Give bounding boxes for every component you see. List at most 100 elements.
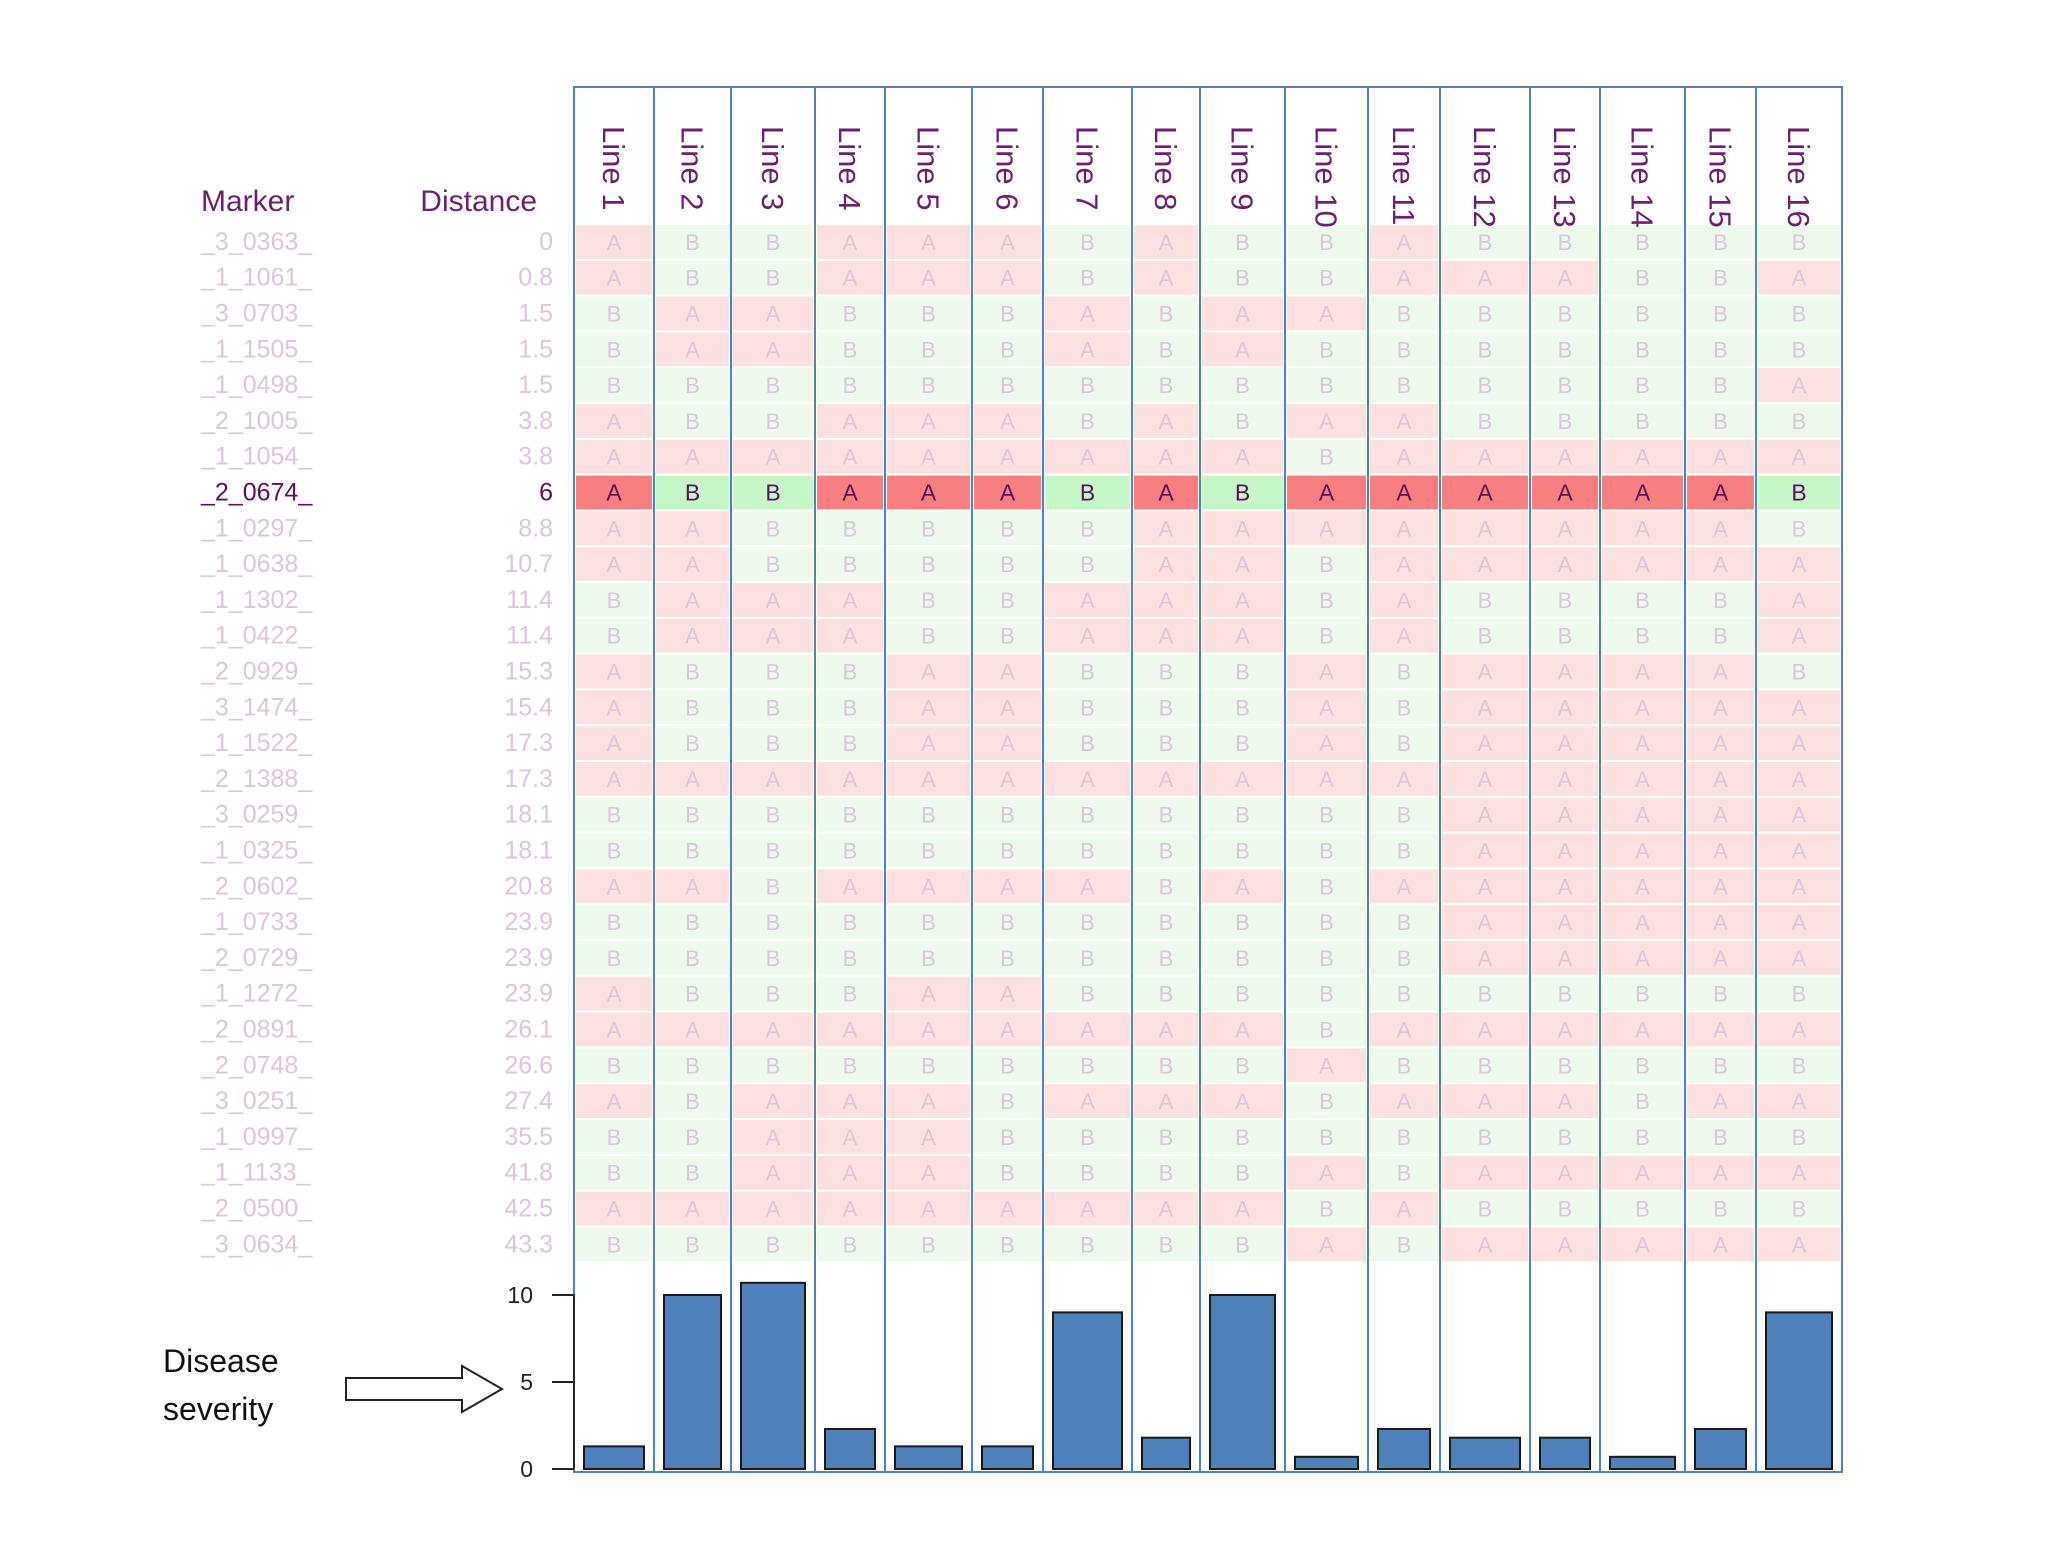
genotype-cell	[656, 618, 729, 653]
genotype-cell	[887, 654, 970, 689]
genotype-cell	[817, 368, 883, 402]
line-header: Line 2	[675, 126, 710, 210]
genotype-label: A	[1000, 874, 1015, 899]
genotype-cell	[576, 368, 652, 402]
marker-name: _2_0674_	[200, 479, 313, 507]
genotype-cell	[817, 1120, 883, 1154]
genotype-cell	[1532, 690, 1598, 725]
genotype-cell	[656, 833, 729, 868]
genotype-label: B	[1319, 1125, 1334, 1150]
genotype-label: A	[1080, 302, 1095, 327]
genotype-label: A	[1080, 1089, 1095, 1114]
genotype-label: A	[1558, 1232, 1573, 1257]
genotype-label: B	[607, 839, 622, 864]
marker-name: _3_0259_	[200, 801, 313, 829]
genotype-cell	[1202, 439, 1283, 474]
genotype-label: A	[1478, 1232, 1493, 1257]
genotype-cell	[1045, 618, 1130, 653]
genotype-label: A	[766, 767, 781, 792]
severity-bar	[1377, 1427, 1431, 1470]
genotype-label: A	[1080, 337, 1095, 362]
genotype-cell	[974, 439, 1041, 474]
genotype-label: B	[1235, 660, 1250, 685]
genotype-cell	[1045, 833, 1130, 868]
genotype-label: B	[607, 1125, 622, 1150]
genotype-cell	[656, 941, 729, 975]
genotype-cell	[1202, 511, 1283, 546]
genotype-label: A	[1713, 660, 1728, 685]
genotype-label: A	[766, 445, 781, 470]
genotype-cell	[1370, 762, 1438, 796]
genotype-label: B	[1635, 373, 1650, 398]
genotype-cell	[1687, 726, 1754, 760]
genotype-cell	[1442, 511, 1528, 546]
genotype-label: A	[1080, 624, 1095, 649]
genotype-cell	[1370, 368, 1438, 402]
genotype-label: A	[921, 1161, 936, 1186]
genotype-cell	[974, 1012, 1041, 1047]
genotype-label: A	[1000, 1197, 1015, 1222]
genotype-cell	[656, 368, 729, 402]
genotype-cell	[1202, 260, 1283, 295]
genotype-label: A	[1792, 1089, 1807, 1114]
genotype-label: A	[921, 660, 936, 685]
genotype-cell	[1202, 547, 1283, 581]
genotype-label: A	[1159, 1089, 1174, 1114]
genotype-label: B	[1713, 1125, 1728, 1150]
genotype-cell	[1602, 439, 1683, 474]
genotype-cell	[733, 1012, 813, 1047]
genotype-cell	[1134, 1012, 1198, 1047]
genotype-cell	[817, 905, 883, 939]
genotype-label: A	[1000, 660, 1015, 685]
genotype-label: B	[1792, 660, 1807, 685]
marker-distance: 23.9	[504, 908, 553, 936]
genotype-cell	[1532, 869, 1598, 904]
genotype-cell	[1202, 368, 1283, 402]
genotype-label: A	[1635, 839, 1650, 864]
genotype-label: B	[921, 624, 936, 649]
genotype-cell	[817, 296, 883, 331]
genotype-label: A	[685, 874, 700, 899]
genotype-label: B	[766, 409, 781, 434]
genotype-label: A	[1235, 767, 1250, 792]
marker-distance: 42.5	[504, 1195, 553, 1223]
genotype-cell	[733, 404, 813, 438]
genotype-label: B	[1558, 409, 1573, 434]
genotype-label: B	[685, 373, 700, 398]
genotype-label: B	[685, 695, 700, 720]
genotype-cell	[1532, 726, 1598, 760]
marker-distance: 26.1	[504, 1016, 553, 1044]
genotype-label: A	[607, 767, 622, 792]
genotype-label: B	[1080, 230, 1095, 255]
genotype-label: A	[1558, 1089, 1573, 1114]
genotype-label: B	[1713, 230, 1728, 255]
genotype-label: B	[1635, 409, 1650, 434]
genotype-label: B	[1558, 1053, 1573, 1078]
genotype-label: B	[766, 803, 781, 828]
genotype-cell	[887, 225, 970, 259]
genotype-cell	[656, 332, 729, 367]
genotype-cell	[1370, 260, 1438, 295]
genotype-label: B	[1319, 839, 1334, 864]
marker-name: _2_1388_	[200, 765, 313, 793]
genotype-label: B	[1000, 373, 1015, 398]
genotype-cell	[974, 905, 1041, 939]
genotype-label: A	[1713, 1161, 1728, 1186]
genotype-cell	[1687, 404, 1754, 438]
genotype-cell	[1045, 1048, 1130, 1083]
genotype-label: A	[921, 1018, 936, 1043]
genotype-cell	[1532, 1155, 1598, 1190]
genotype-label: A	[1477, 480, 1493, 506]
genotype-label: B	[1080, 1053, 1095, 1078]
genotype-label: B	[1000, 910, 1015, 935]
marker-name: _1_1505_	[200, 335, 313, 363]
genotype-cell	[887, 511, 970, 546]
genotype-cell	[974, 1048, 1041, 1083]
genotype-cell	[1045, 296, 1130, 331]
genotype-cell	[1602, 618, 1683, 653]
genotype-cell	[1758, 976, 1840, 1011]
genotype-cell	[974, 976, 1041, 1011]
genotype-label: B	[1235, 1053, 1250, 1078]
genotype-label: B	[1000, 1125, 1015, 1150]
genotype-cell	[576, 260, 652, 295]
